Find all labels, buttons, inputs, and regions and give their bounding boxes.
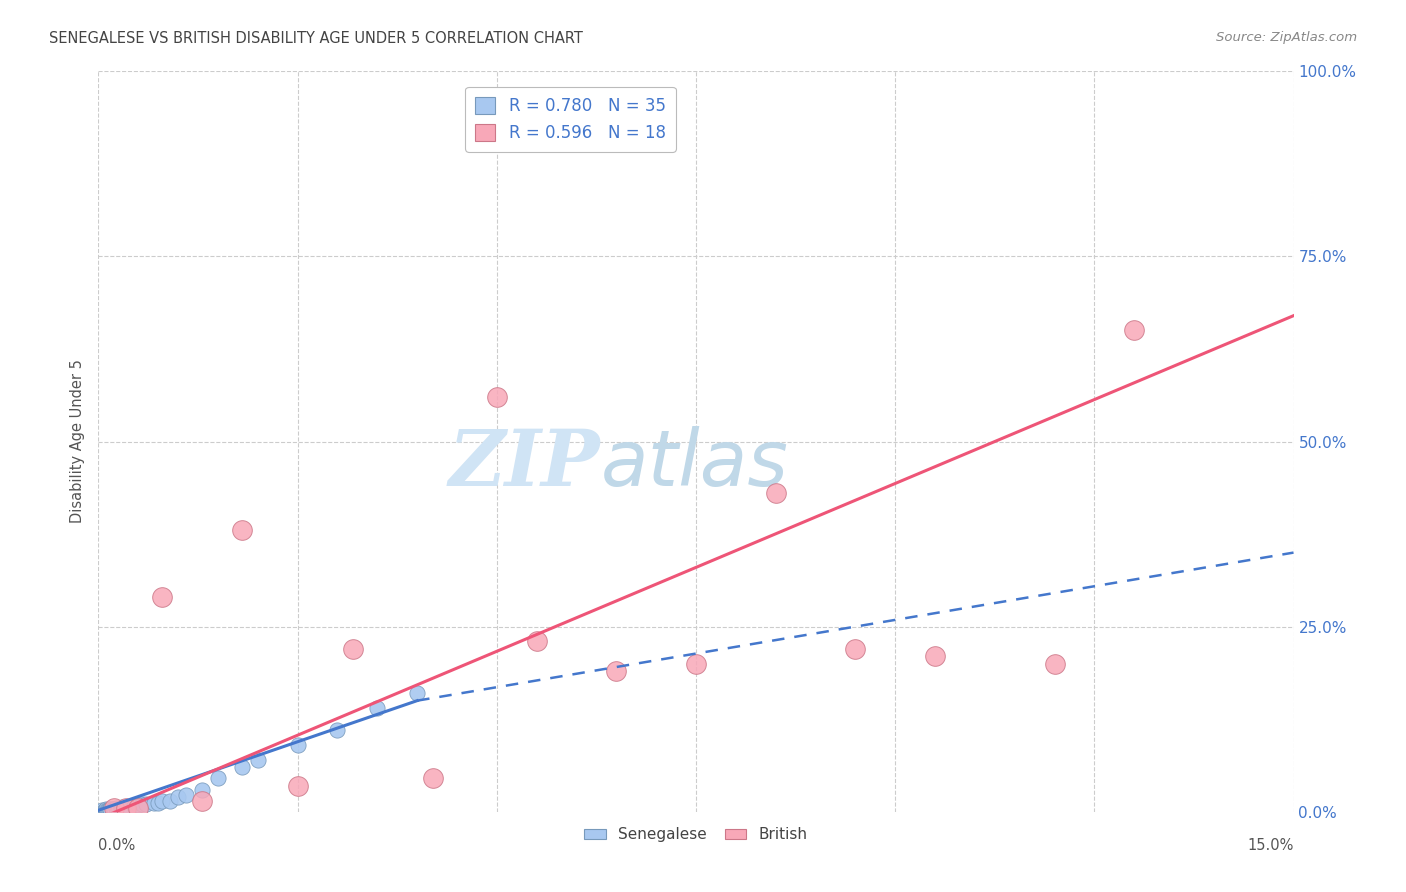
Point [127, 798, 149, 813]
Point [93, 804, 115, 818]
Point [94, 804, 117, 818]
Point [150, 794, 173, 808]
Text: 15.0%: 15.0% [1247, 838, 1294, 853]
Point [98, 803, 121, 817]
Point [326, 723, 349, 738]
Point [191, 794, 214, 808]
Y-axis label: Disability Age Under 5: Disability Age Under 5 [69, 359, 84, 524]
Point [104, 801, 127, 815]
Text: Source: ZipAtlas.com: Source: ZipAtlas.com [1216, 31, 1357, 45]
Point [685, 657, 707, 671]
Point [127, 801, 149, 815]
Point [135, 797, 157, 812]
Point [231, 760, 253, 774]
Point [97, 803, 120, 817]
Point [115, 799, 138, 814]
Point [103, 802, 125, 816]
Point [110, 801, 132, 815]
Point [91, 803, 114, 817]
Point [115, 801, 138, 815]
Point [526, 634, 548, 648]
Text: ZIP: ZIP [449, 425, 600, 502]
Point [97, 803, 120, 817]
Text: SENEGALESE VS BRITISH DISABILITY AGE UNDER 5 CORRELATION CHART: SENEGALESE VS BRITISH DISABILITY AGE UND… [49, 31, 583, 46]
Point [844, 641, 866, 656]
Point [287, 779, 309, 793]
Point [246, 753, 269, 767]
Point [103, 801, 125, 815]
Point [1043, 657, 1066, 671]
Point [765, 486, 787, 500]
Point [159, 794, 181, 808]
Point [231, 524, 253, 538]
Point [422, 772, 444, 786]
Point [191, 782, 214, 797]
Point [167, 789, 190, 804]
Point [1123, 324, 1146, 338]
Legend: Senegalese, British: Senegalese, British [578, 822, 814, 848]
Point [98, 802, 122, 816]
Point [174, 789, 197, 803]
Point [485, 390, 508, 404]
Point [342, 641, 364, 656]
Point [143, 796, 166, 810]
Point [111, 800, 134, 814]
Point [406, 686, 429, 700]
Point [101, 803, 124, 817]
Point [148, 796, 170, 810]
Point [94, 803, 117, 817]
Point [605, 664, 627, 678]
Point [96, 803, 118, 817]
Point [96, 803, 118, 817]
Point [924, 649, 946, 664]
Point [131, 797, 153, 812]
Text: atlas: atlas [600, 425, 789, 502]
Point [124, 798, 146, 813]
Point [107, 802, 129, 816]
Point [207, 772, 229, 786]
Point [287, 738, 309, 752]
Text: 0.0%: 0.0% [98, 838, 135, 853]
Point [150, 590, 173, 604]
Point [366, 701, 388, 715]
